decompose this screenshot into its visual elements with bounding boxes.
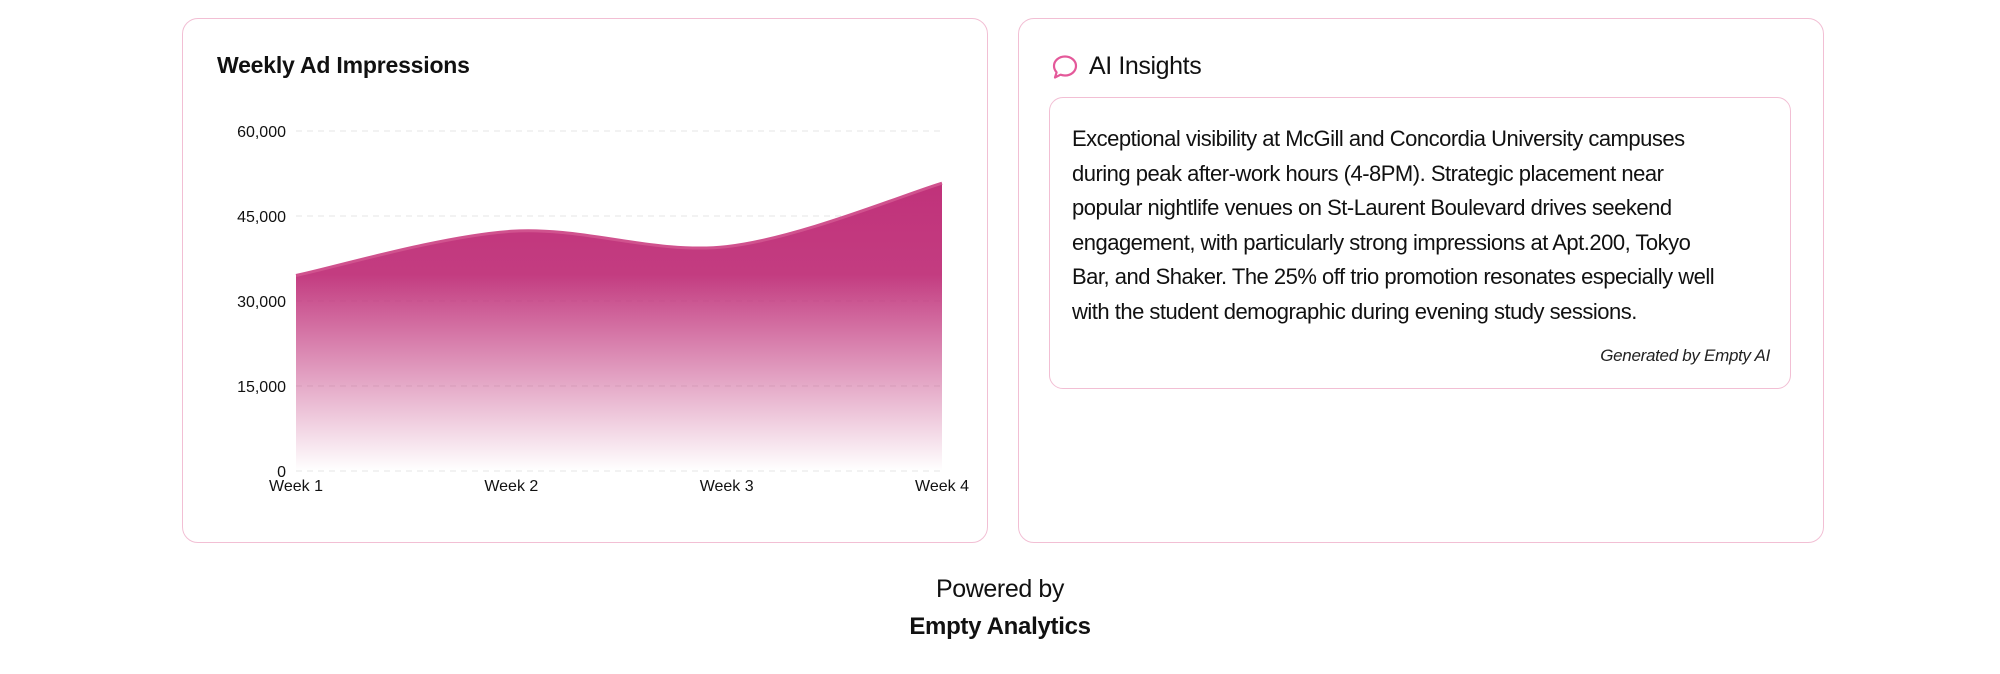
insight-text: Exceptional visibility at McGill and Con… (1072, 126, 1715, 324)
y-tick-label: 60,000 (237, 124, 286, 141)
y-tick-label: 15,000 (237, 379, 286, 396)
chart-title: Weekly Ad Impressions (217, 52, 470, 78)
x-tick-label: Week 1 (269, 478, 323, 495)
x-axis-ticks: Week 1 Week 2 Week 3 Week 4 (269, 478, 969, 495)
y-tick-label: 0 (277, 464, 286, 481)
insights-header: AI Insights (1051, 52, 1202, 81)
y-tick-label: 45,000 (237, 209, 286, 226)
insights-title: AI Insights (1089, 52, 1202, 80)
area-fill (296, 183, 942, 471)
insight-box: Exceptional visibility at McGill and Con… (1049, 97, 1791, 389)
footer: Powered by Empty Analytics (0, 574, 2000, 642)
chart-card: Weekly Ad Impressions 0 15,000 30,000 45,00… (182, 18, 988, 543)
x-tick-label: Week 2 (484, 478, 538, 495)
powered-by-label: Powered by (935, 575, 1065, 603)
y-axis-ticks: 0 15,000 30,000 45,000 60,000 (237, 124, 286, 481)
y-tick-label: 30,000 (237, 294, 286, 311)
series-line (295, 181, 943, 277)
x-tick-label: Week 4 (915, 478, 969, 495)
area-series (295, 181, 943, 471)
brand-name: Empty Analytics (909, 613, 1091, 640)
generated-by-label: Generated by Empty AI (1600, 346, 1770, 365)
x-tick-label: Week 3 (700, 478, 754, 495)
ai-insights-card: AI Insights Exceptional visibility at Mc… (1018, 18, 1824, 543)
chat-bubble-icon (1051, 53, 1079, 81)
